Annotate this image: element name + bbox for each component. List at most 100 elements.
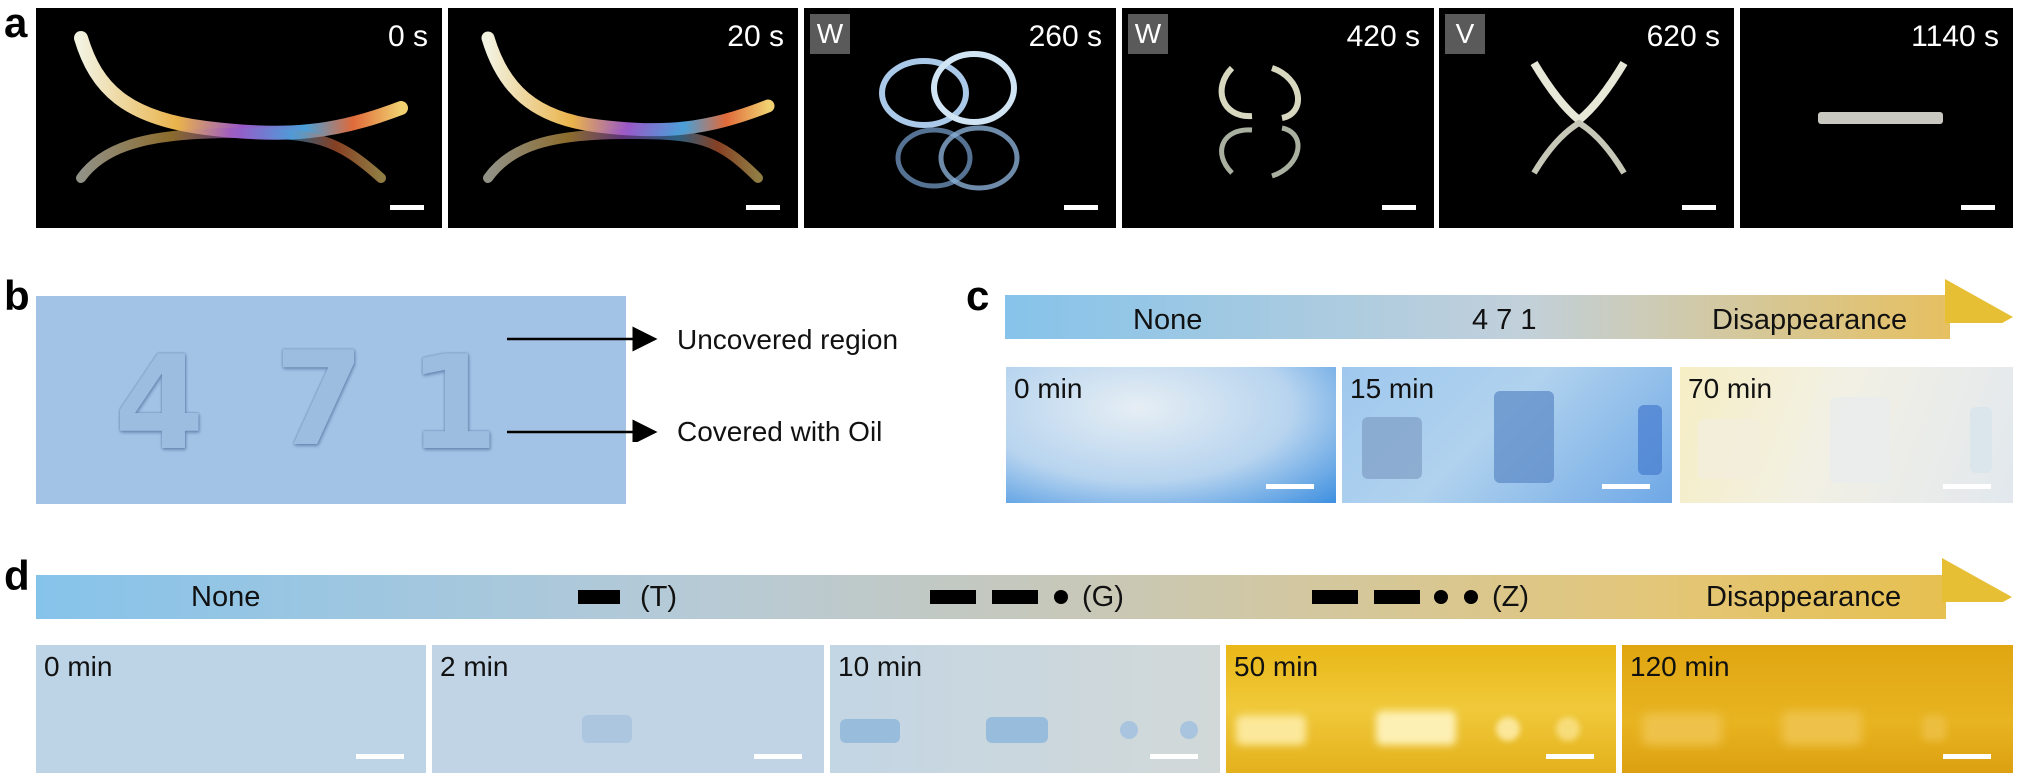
tile-time: 15 min — [1350, 373, 1435, 404]
frame-time: 260 s — [1028, 20, 1102, 53]
tile-2min: 2 min — [432, 645, 824, 773]
frame-1140s: 1140 s — [1740, 8, 2013, 228]
folding-film-image — [879, 51, 1020, 191]
scale-bar — [1682, 205, 1716, 210]
dot-mark — [1922, 715, 1946, 741]
uncovered-region-label: Uncovered region — [677, 324, 899, 355]
tile-15min: 15 min — [1342, 367, 1672, 503]
dash-mark — [1642, 713, 1722, 745]
frame-420s: W 420 s — [1122, 8, 1434, 228]
arrow-label-none: None — [191, 581, 261, 613]
frame-time: 20 s — [727, 20, 784, 53]
covered-with-oil-label: Covered with Oil — [677, 416, 883, 447]
symbol-dot — [1054, 590, 1068, 604]
arrow-head — [1942, 558, 2012, 602]
scale-bar — [390, 205, 424, 210]
tile-120min: 120 min — [1622, 645, 2013, 773]
panel-c-label: c — [966, 272, 990, 319]
scale-bar — [1064, 205, 1098, 210]
frame-20s: 20 s — [448, 8, 798, 228]
frame-time: 620 s — [1646, 20, 1720, 53]
dash-mark — [986, 717, 1048, 743]
digit-7-shadow — [1494, 391, 1554, 483]
digit-7-faint — [1830, 397, 1890, 483]
oil-pattern-image: 4 7 1 — [36, 296, 626, 504]
scale-bar — [356, 754, 404, 759]
scale-bar — [1943, 754, 1991, 759]
tile-time: 2 min — [440, 651, 509, 682]
arrow-head — [1945, 279, 2013, 323]
digit-1-shadow — [1638, 405, 1662, 475]
tile-time: 0 min — [1014, 373, 1083, 404]
dot-mark — [1556, 717, 1580, 741]
panel-c-progress-arrow — [1005, 279, 2013, 339]
symbol-dash — [578, 590, 620, 604]
dot-mark — [1496, 717, 1520, 741]
tile-time: 0 min — [44, 651, 113, 682]
frame-260s: W 260 s — [804, 8, 1116, 228]
tile-time: 50 min — [1234, 651, 1319, 682]
arrow-label-none: None — [1133, 304, 1203, 336]
scale-bar — [754, 754, 802, 759]
frame-time: 420 s — [1346, 20, 1420, 53]
symbol-dash — [930, 590, 976, 604]
digit-4-shadow — [1362, 417, 1422, 479]
frame-620s: V 620 s — [1439, 8, 1734, 228]
symbol-dot — [1434, 590, 1448, 604]
symbol-dash — [1374, 590, 1420, 604]
tile-time: 70 min — [1688, 373, 1773, 404]
digit-4-faint — [1698, 419, 1760, 479]
tile-time: 120 min — [1630, 651, 1730, 682]
v-shape-film-image — [1530, 60, 1628, 175]
state-tag: W — [810, 14, 850, 54]
digit-7: 7 — [274, 323, 365, 475]
scale-bar — [1943, 484, 1991, 489]
flat-film-image — [1818, 112, 1943, 124]
tile-50min: 50 min — [1226, 645, 1616, 773]
state-tag: W — [1128, 14, 1168, 54]
tile-10min: 10 min — [830, 645, 1220, 773]
scale-bar — [1382, 205, 1416, 210]
scale-bar — [1266, 484, 1314, 489]
dash-mark — [840, 719, 900, 743]
symbol-dot — [1464, 590, 1478, 604]
faint-mark — [582, 715, 632, 743]
tile-70min: 70 min — [1680, 367, 2013, 503]
dot-mark — [1180, 721, 1198, 739]
tile-0min: 0 min — [36, 645, 426, 773]
frame-time: 0 s — [387, 20, 428, 53]
arrow-label-471: 4 7 1 — [1472, 304, 1537, 336]
digit-4: 4 — [114, 327, 205, 479]
digit-1-faint — [1970, 407, 1992, 473]
arrow-label-z: (Z) — [1492, 581, 1530, 613]
panel-d-label: d — [4, 552, 30, 599]
dash-mark — [1376, 711, 1456, 745]
scale-bar — [1546, 754, 1594, 759]
dash-mark — [1782, 711, 1862, 745]
scale-bar — [746, 205, 780, 210]
curved-film-image — [481, 31, 775, 183]
scale-bar — [1602, 484, 1650, 489]
scale-bar — [1150, 754, 1198, 759]
scale-bar — [1961, 205, 1995, 210]
frame-0s: 0 s — [36, 8, 442, 228]
symbol-dash — [992, 590, 1038, 604]
panel-a-label: a — [4, 0, 28, 46]
arrow-label-t: (T) — [640, 581, 678, 613]
panel-d-progress-arrow — [36, 558, 2012, 619]
dot-mark — [1120, 721, 1138, 739]
symbol-dash — [1312, 590, 1358, 604]
dash-mark — [1236, 715, 1306, 745]
annotation-arrows — [507, 326, 658, 442]
arrow-body — [1005, 295, 1950, 339]
arrow-label-disappearance: Disappearance — [1712, 304, 1908, 336]
arrow-label-g: (G) — [1082, 581, 1124, 613]
frame-time: 1140 s — [1911, 20, 1999, 53]
tile-time: 10 min — [838, 651, 923, 682]
arrow-body — [36, 575, 1946, 619]
tile-0min: 0 min — [1006, 367, 1336, 503]
curved-film-image — [74, 31, 408, 183]
digit-1: 1 — [408, 327, 499, 479]
state-tag: V — [1445, 14, 1485, 54]
panel-b-label: b — [4, 272, 30, 319]
